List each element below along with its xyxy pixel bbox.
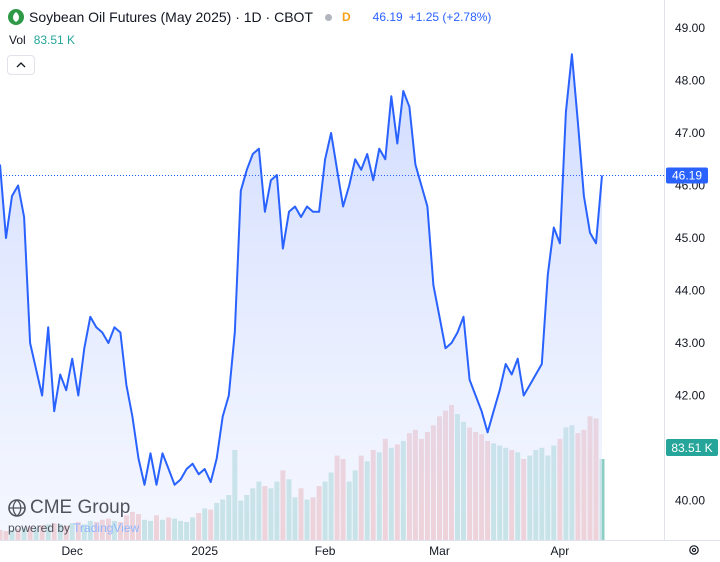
price-tick-label: 40.00 [675,494,705,508]
company-name: CME Group [30,497,131,518]
price-area [0,54,602,541]
time-tick-label: 2025 [191,544,218,558]
volume-value-label: 83.51 K [666,439,718,456]
volume-legend-label: Vol [9,33,26,47]
volume-legend-value: 83.51 K [33,33,76,47]
symbol-title[interactable]: Soybean Oil Futures (May 2025) · 1D · CB… [29,9,313,25]
time-tick-label: Mar [429,544,450,558]
price-tick-label: 48.00 [675,74,705,88]
tradingview-link[interactable]: TradingView [73,521,140,535]
collapse-legend-button[interactable] [7,55,35,75]
volume-legend: Vol 83.51 K [9,33,75,47]
price-tick-label: 43.00 [675,336,705,350]
time-axis[interactable]: Dec 2025 Feb Mar Apr [62,544,570,558]
cme-globe-icon [8,499,26,517]
price-change: +1.25 (+2.78%) [408,10,492,24]
time-tick-label: Feb [315,544,336,558]
branding: CME Group powered by TradingView [8,497,139,535]
price-tick-label: 49.00 [675,21,705,35]
interval-badge[interactable]: D [342,10,351,24]
last-price: 46.19 [372,10,403,24]
powered-by-text: powered by [8,521,71,535]
chart-header: Soybean Oil Futures (May 2025) · 1D · CB… [8,6,491,28]
market-status-dot [325,13,332,21]
soybean-leaf-icon [8,9,24,25]
price-line [0,53,603,486]
time-tick-label: Apr [551,544,570,558]
time-tick-label: Dec [62,544,83,558]
price-tick-label: 47.00 [675,126,705,140]
price-tick-label: 45.00 [675,231,705,245]
price-axis[interactable]: 49.0048.0047.0046.0045.0044.0043.0042.00… [675,21,705,508]
gear-icon[interactable] [688,544,700,556]
chevron-up-icon [16,62,26,68]
volume-value-label-text: 83.51 K [671,441,712,455]
last-price-label: 46.19 [666,167,708,184]
last-price-label-text: 46.19 [672,169,702,183]
price-tick-label: 44.00 [675,284,705,298]
price-tick-label: 42.00 [675,389,705,403]
